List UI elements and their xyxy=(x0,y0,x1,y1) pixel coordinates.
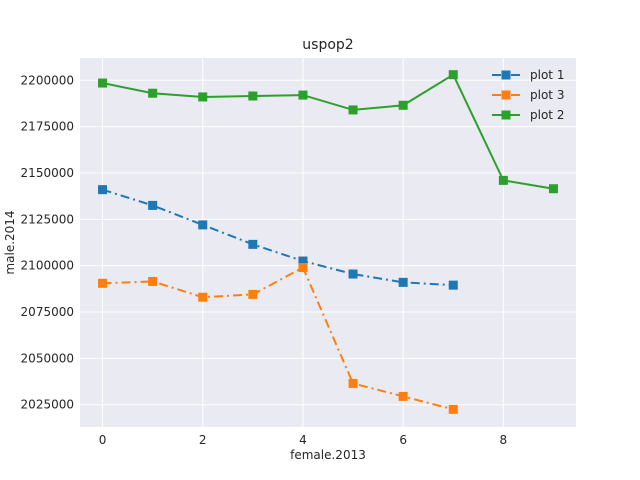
data-point xyxy=(298,263,308,273)
data-point xyxy=(198,292,208,302)
legend-label: plot 3 xyxy=(530,88,564,102)
x-tick-label: 6 xyxy=(399,433,407,447)
legend-item: plot 3 xyxy=(492,88,564,102)
data-point xyxy=(398,277,408,287)
plot-area xyxy=(80,58,576,427)
y-axis-label: male.2014 xyxy=(3,210,17,274)
legend-marker xyxy=(501,110,511,120)
data-point xyxy=(248,239,258,249)
data-point xyxy=(398,391,408,401)
legend-item: plot 1 xyxy=(492,68,564,82)
legend: plot 1 plot 3 plot 2 xyxy=(492,68,564,122)
series-layer xyxy=(98,70,558,414)
legend-label: plot 1 xyxy=(530,68,564,82)
data-point xyxy=(498,175,508,185)
x-axis-label: female.2013 xyxy=(290,448,366,462)
y-tick-label: 2050000 xyxy=(21,351,74,365)
data-point xyxy=(148,200,158,210)
series-line xyxy=(102,73,554,190)
y-tick-label: 2125000 xyxy=(21,212,74,226)
data-point xyxy=(448,70,458,80)
data-point xyxy=(298,90,308,100)
data-point xyxy=(548,184,558,194)
y-tick-label: 2175000 xyxy=(21,120,74,134)
data-point xyxy=(348,269,358,279)
legend-label: plot 2 xyxy=(530,108,564,122)
data-point xyxy=(448,280,458,290)
data-point xyxy=(98,185,108,195)
series-plot-2 xyxy=(98,70,558,194)
tick-labels: 0 2 4 6 8 2025000 2050000 2075000 2100000 2125000… xyxy=(21,73,508,447)
data-point xyxy=(248,289,258,299)
legend-item: plot 2 xyxy=(492,108,564,122)
x-tick-label: 0 xyxy=(99,433,107,447)
data-point xyxy=(348,378,358,388)
data-point xyxy=(348,105,358,115)
y-tick-label: 2025000 xyxy=(21,398,74,412)
series-line xyxy=(102,266,454,411)
grid xyxy=(80,58,576,427)
series-plot-3 xyxy=(98,263,458,414)
data-point xyxy=(198,92,208,102)
y-tick-label: 2100000 xyxy=(21,259,74,273)
data-point xyxy=(98,78,108,88)
x-tick-label: 2 xyxy=(199,433,207,447)
data-point xyxy=(148,276,158,286)
data-point xyxy=(148,88,158,98)
data-point xyxy=(198,220,208,230)
data-point xyxy=(98,278,108,288)
x-tick-label: 4 xyxy=(299,433,307,447)
y-tick-label: 2150000 xyxy=(21,166,74,180)
data-point xyxy=(248,91,258,101)
chart-title: uspop2 xyxy=(302,37,353,53)
data-point xyxy=(398,100,408,110)
series-plot-1 xyxy=(98,185,458,290)
data-point xyxy=(448,404,458,414)
legend-marker xyxy=(501,70,511,80)
y-tick-label: 2075000 xyxy=(21,305,74,319)
x-tick-label: 8 xyxy=(500,433,508,447)
series-line xyxy=(102,188,454,287)
y-tick-label: 2200000 xyxy=(21,73,74,87)
legend-marker xyxy=(501,90,511,100)
data-point xyxy=(298,256,308,266)
